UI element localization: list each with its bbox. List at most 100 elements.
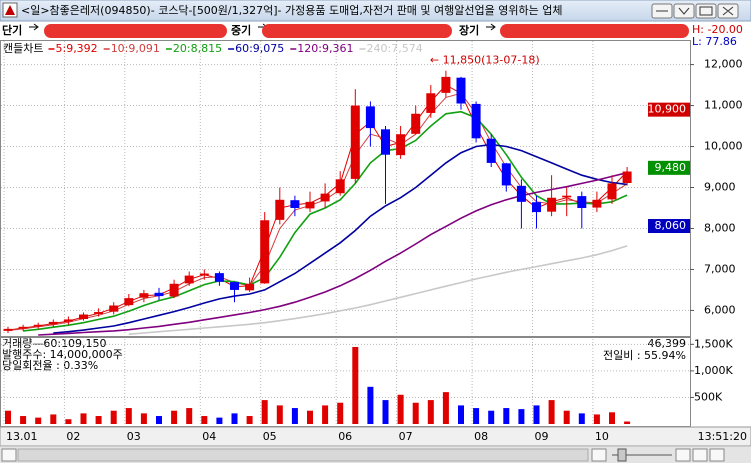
candle-body bbox=[230, 282, 239, 290]
price-marker bbox=[648, 102, 690, 117]
volume-bar bbox=[624, 421, 631, 424]
legend-label: 60:9,075 bbox=[235, 42, 284, 55]
period-bar[interactable] bbox=[262, 24, 452, 38]
y-tick-label: 11,000 bbox=[704, 99, 743, 112]
period-button[interactable]: 단기 bbox=[2, 23, 22, 37]
zoom-out[interactable] bbox=[692, 448, 708, 462]
volume-bar bbox=[186, 408, 193, 424]
legend-label: 120:9,361 bbox=[297, 42, 353, 55]
candle-body bbox=[3, 328, 13, 331]
candle-body bbox=[94, 312, 104, 315]
volume-bar bbox=[412, 402, 419, 424]
price-panel bbox=[0, 40, 691, 337]
period-bar[interactable] bbox=[500, 24, 689, 38]
clock: 13:51:20 bbox=[698, 430, 747, 443]
candle-body bbox=[577, 196, 587, 208]
candle-body bbox=[124, 298, 134, 306]
candle-body bbox=[532, 202, 541, 213]
y-tick-label: 1,000K bbox=[694, 364, 733, 377]
candle-body bbox=[547, 197, 557, 212]
high-label: H: -20.00 bbox=[692, 23, 743, 36]
window-controls[interactable] bbox=[651, 3, 739, 19]
candle-body bbox=[622, 171, 632, 183]
scrollbar[interactable] bbox=[0, 447, 751, 463]
period-row: 단기 중기 장기 H: -20.00 L: 77.86 bbox=[2, 23, 743, 48]
candle-body bbox=[426, 93, 436, 113]
scroll-thumb[interactable] bbox=[17, 448, 589, 462]
candle-body bbox=[245, 283, 255, 291]
volume-bar bbox=[307, 410, 313, 424]
x-tick-label: 08 bbox=[474, 430, 488, 443]
volume-bar bbox=[276, 405, 283, 424]
volume-bar bbox=[382, 400, 389, 424]
candle-body bbox=[109, 305, 119, 312]
candle-body bbox=[456, 77, 466, 104]
volume-bar bbox=[548, 400, 555, 424]
scroll-left[interactable] bbox=[1, 448, 17, 462]
scroll-right[interactable] bbox=[591, 448, 607, 462]
control-button[interactable] bbox=[673, 3, 695, 19]
volume-bar bbox=[80, 413, 87, 424]
volume-bar bbox=[427, 400, 434, 424]
period-button[interactable]: 장기 bbox=[459, 23, 479, 37]
candle-body bbox=[471, 103, 481, 139]
volume-bar bbox=[488, 410, 495, 424]
candle-body bbox=[365, 106, 375, 129]
candle-body bbox=[411, 113, 421, 134]
control-button[interactable] bbox=[695, 3, 717, 19]
x-tick-label: 02 bbox=[66, 430, 80, 443]
period-button[interactable]: 중기 bbox=[231, 23, 251, 37]
price-marker-label: 8,060 bbox=[655, 219, 687, 232]
volume-bar bbox=[110, 410, 117, 424]
candle-body bbox=[79, 314, 88, 320]
moving-average-line bbox=[128, 245, 628, 335]
volume-bar bbox=[473, 408, 480, 424]
volume-bar bbox=[291, 408, 298, 424]
volume-bar bbox=[593, 414, 600, 424]
time-axis bbox=[0, 426, 751, 447]
arrow-icon bbox=[29, 23, 39, 31]
zoom-thumb[interactable] bbox=[617, 448, 627, 462]
moving-average-line bbox=[23, 110, 628, 332]
candle-body bbox=[320, 193, 330, 202]
candle-body bbox=[139, 293, 149, 298]
volume-bar bbox=[367, 386, 374, 424]
volume-bar bbox=[261, 400, 268, 424]
volume-bar bbox=[352, 346, 359, 424]
volume-bar bbox=[50, 414, 57, 424]
volume-bar bbox=[518, 409, 525, 424]
last-volume-label: 46,399 bbox=[648, 337, 687, 350]
x-tick-label: 03 bbox=[127, 430, 141, 443]
volume-bar bbox=[397, 394, 404, 424]
volume-bar bbox=[35, 417, 42, 424]
volume-bar bbox=[578, 413, 585, 424]
y-tick-label: 1,500K bbox=[694, 337, 733, 350]
candle-body bbox=[63, 319, 73, 322]
volume-bar bbox=[533, 405, 540, 424]
volume-bar bbox=[216, 417, 223, 424]
window-icon-glyph bbox=[5, 5, 15, 15]
annotation: ← 11,850(13-07-18) bbox=[430, 54, 540, 67]
scroll-end[interactable] bbox=[709, 448, 725, 462]
volume-bar bbox=[201, 416, 208, 424]
volume-bar bbox=[156, 416, 162, 424]
zoom-in[interactable] bbox=[675, 448, 691, 462]
candle-body bbox=[381, 129, 390, 155]
y-tick-label: 10,000 bbox=[704, 140, 743, 153]
candle-body bbox=[154, 292, 164, 297]
moving-average-line bbox=[53, 143, 628, 334]
volume-bar bbox=[246, 416, 253, 424]
volume-bar bbox=[563, 410, 570, 424]
volume-bar bbox=[65, 419, 72, 424]
candle-body bbox=[260, 220, 270, 284]
volume-bar bbox=[442, 392, 449, 424]
legend-label: 5:9,392 bbox=[55, 42, 97, 55]
period-bar[interactable] bbox=[44, 24, 227, 38]
y-tick-label: 7,000 bbox=[704, 262, 736, 275]
volume-bar bbox=[322, 405, 329, 424]
candle-body bbox=[562, 195, 572, 198]
candle-body bbox=[350, 105, 360, 179]
x-tick-label: 09 bbox=[535, 430, 549, 443]
candle-body bbox=[501, 163, 511, 186]
volume-bar bbox=[231, 413, 238, 424]
